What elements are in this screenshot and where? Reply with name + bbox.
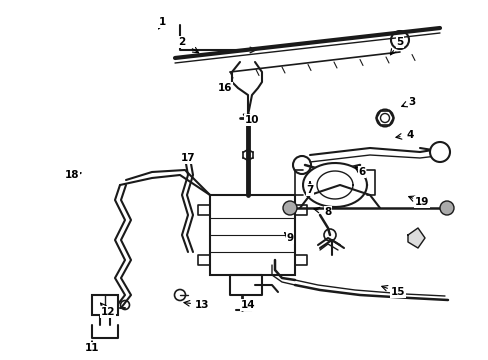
Text: 6: 6 [358,167,365,177]
Circle shape [439,201,453,215]
Text: 19: 19 [414,197,428,207]
Polygon shape [407,228,424,248]
Text: 11: 11 [84,343,99,353]
Text: 4: 4 [406,130,413,140]
Text: 5: 5 [396,37,403,47]
Text: 16: 16 [217,83,232,93]
Text: 2: 2 [178,37,185,47]
Text: 17: 17 [181,153,195,163]
Text: 10: 10 [244,115,259,125]
Text: 7: 7 [305,185,313,195]
Bar [92,295,118,315]
Text: 18: 18 [64,170,79,180]
Text: 13: 13 [194,300,209,310]
Circle shape [283,201,296,215]
Text: 9: 9 [286,233,293,243]
Text: 15: 15 [390,287,405,297]
Text: 1: 1 [158,17,165,27]
Polygon shape [303,163,366,207]
Text: 14: 14 [240,300,255,310]
Bar [209,195,294,275]
Text: 12: 12 [101,307,115,317]
Circle shape [429,142,449,162]
Text: 8: 8 [324,207,331,217]
Text: 3: 3 [407,97,415,107]
